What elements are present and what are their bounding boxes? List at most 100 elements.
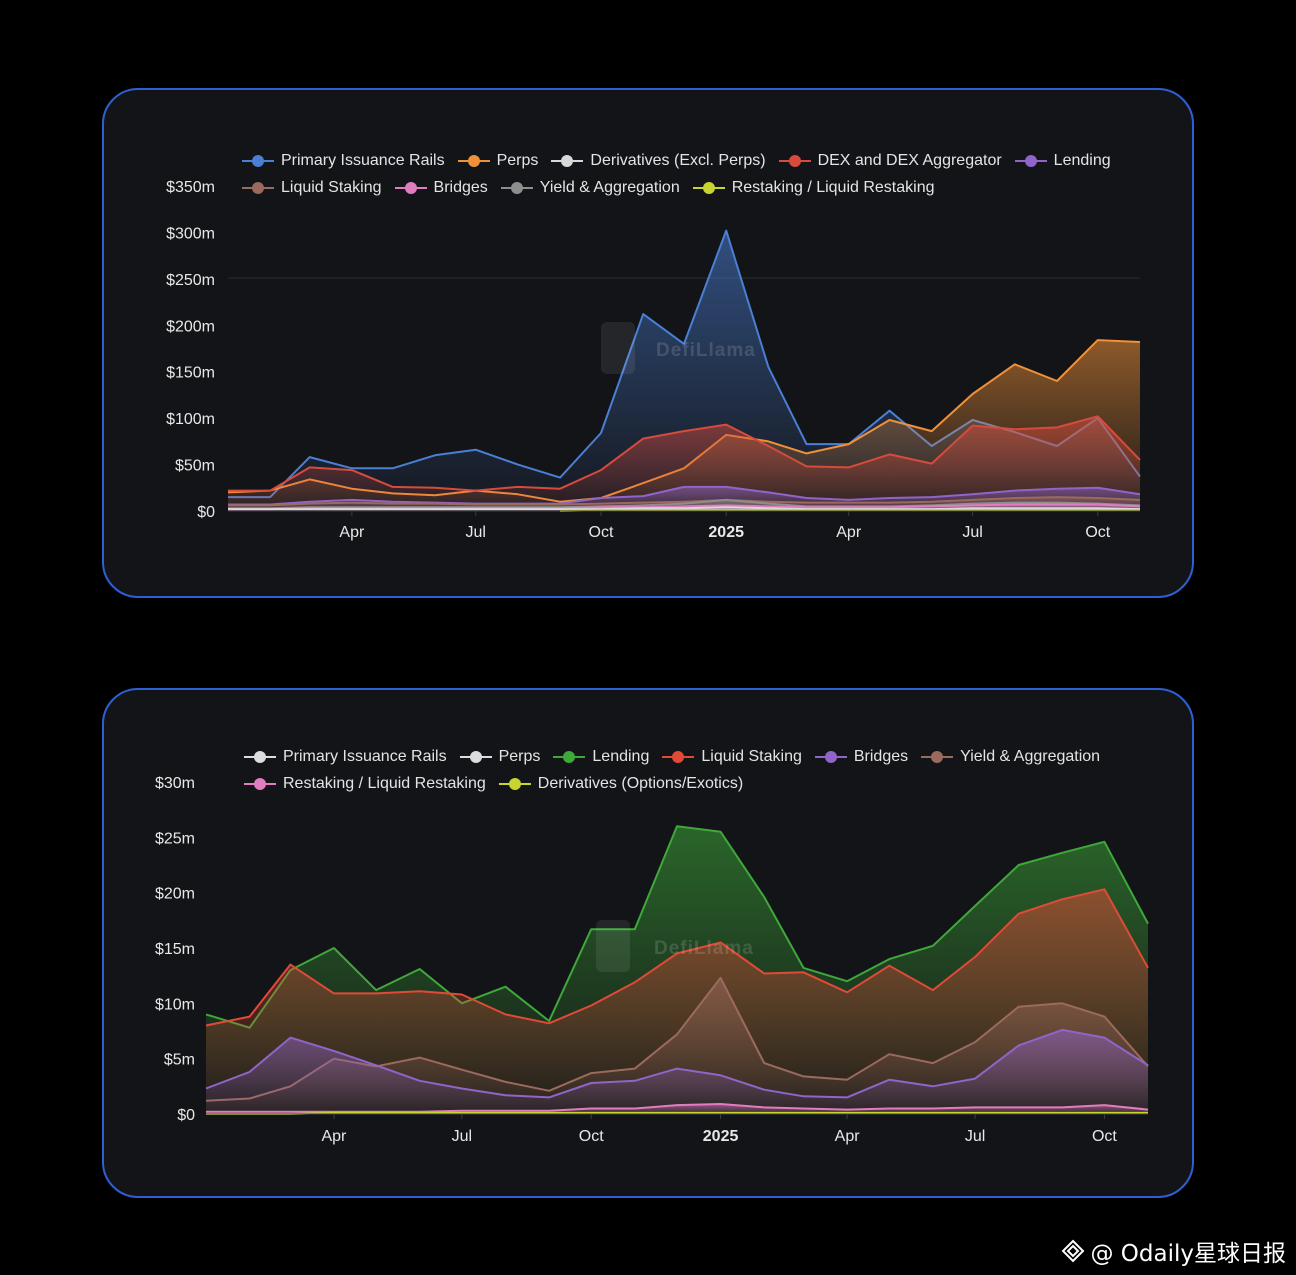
- data-point-lending[interactable]: [675, 824, 680, 829]
- data-point-derivatives-options-exotics[interactable]: [459, 1110, 464, 1115]
- data-point-liquid-staking[interactable]: [1138, 497, 1143, 502]
- data-point-yield-aggregation[interactable]: [1016, 1004, 1021, 1009]
- data-point-bridges[interactable]: [1060, 1027, 1065, 1032]
- data-point-yield-aggregation[interactable]: [503, 1079, 508, 1084]
- data-point-liquid-staking[interactable]: [632, 980, 637, 985]
- data-point-bridges[interactable]: [288, 1035, 293, 1040]
- data-point-primary-issuance-rails[interactable]: [599, 431, 604, 436]
- data-point-lending[interactable]: [1095, 485, 1100, 490]
- series-line-liquid-staking[interactable]: [228, 496, 1141, 507]
- data-point-restaking-liquid-restaking[interactable]: [682, 508, 687, 513]
- data-point-bridges[interactable]: [675, 1066, 680, 1071]
- data-point-restaking-liquid-restaking[interactable]: [632, 1106, 637, 1111]
- data-point-dex-and-dex-aggregator[interactable]: [641, 436, 646, 441]
- data-point-liquid-staking[interactable]: [1146, 965, 1151, 970]
- data-point-derivatives-options-exotics[interactable]: [331, 1110, 336, 1115]
- data-point-dex-and-dex-aggregator[interactable]: [846, 465, 851, 470]
- data-point-lending[interactable]: [589, 927, 594, 932]
- data-point-primary-issuance-rails[interactable]: [307, 455, 312, 460]
- data-point-lending[interactable]: [1016, 863, 1021, 868]
- data-point-lending[interactable]: [1102, 839, 1107, 844]
- data-point-bridges[interactable]: [247, 1069, 252, 1074]
- data-point-liquid-staking[interactable]: [459, 992, 464, 997]
- data-point-liquid-staking[interactable]: [589, 1003, 594, 1008]
- data-point-dex-and-dex-aggregator[interactable]: [887, 452, 892, 457]
- data-point-perps[interactable]: [970, 392, 975, 397]
- data-point-lending[interactable]: [887, 957, 892, 962]
- data-point-perps[interactable]: [1138, 340, 1143, 345]
- data-point-yield-aggregation[interactable]: [845, 1077, 850, 1082]
- series-line-bridges[interactable]: [205, 1028, 1149, 1099]
- legend-item-lending[interactable]: Lending: [1014, 152, 1111, 170]
- data-point-yield-aggregation[interactable]: [762, 1061, 767, 1066]
- data-point-dex-and-dex-aggregator[interactable]: [390, 484, 395, 489]
- data-point-derivatives-options-exotics[interactable]: [845, 1110, 850, 1115]
- data-point-restaking-liquid-restaking[interactable]: [724, 508, 729, 513]
- data-point-restaking-liquid-restaking[interactable]: [762, 1105, 767, 1110]
- data-point-liquid-staking[interactable]: [1016, 911, 1021, 916]
- data-point-derivatives-options-exotics[interactable]: [762, 1110, 767, 1115]
- data-point-lending[interactable]: [1012, 488, 1017, 493]
- legend-item-derivatives-excl-perps[interactable]: Derivatives (Excl. Perps): [551, 152, 766, 170]
- data-point-perps[interactable]: [929, 429, 934, 434]
- data-point-bridges[interactable]: [459, 1086, 464, 1091]
- data-point-perps[interactable]: [1095, 338, 1100, 343]
- legend-item-primary-issuance-rails[interactable]: Primary Issuance Rails: [244, 748, 447, 766]
- series-line-lending[interactable]: [228, 485, 1141, 506]
- data-point-lending[interactable]: [724, 484, 729, 489]
- data-point-dex-and-dex-aggregator[interactable]: [970, 423, 975, 428]
- data-point-yield-aggregation[interactable]: [718, 975, 723, 980]
- data-point-primary-issuance-rails[interactable]: [515, 462, 520, 467]
- data-point-lending[interactable]: [804, 496, 809, 501]
- data-point-restaking-liquid-restaking[interactable]: [973, 1105, 978, 1110]
- legend-item-dex-and-dex-aggregator[interactable]: DEX and DEX Aggregator: [778, 152, 1002, 170]
- data-point-dex-and-dex-aggregator[interactable]: [682, 429, 687, 434]
- data-point-primary-issuance-rails[interactable]: [432, 453, 437, 458]
- data-point-lending[interactable]: [417, 967, 422, 972]
- data-point-primary-issuance-rails[interactable]: [558, 475, 563, 480]
- series-line-restaking-liquid-restaking[interactable]: [206, 1103, 1149, 1113]
- data-point-yield-aggregation[interactable]: [930, 1061, 935, 1066]
- data-point-bridges[interactable]: [762, 1087, 767, 1092]
- data-point-lending[interactable]: [845, 979, 850, 984]
- data-point-bridges[interactable]: [801, 1094, 806, 1099]
- data-point-lending[interactable]: [641, 494, 646, 499]
- data-point-dex-and-dex-aggregator[interactable]: [1012, 427, 1017, 432]
- data-point-lending[interactable]: [887, 496, 892, 501]
- data-point-liquid-staking[interactable]: [247, 1014, 252, 1019]
- data-point-restaking-liquid-restaking[interactable]: [846, 508, 851, 513]
- data-point-lending[interactable]: [682, 484, 687, 489]
- data-point-yield-aggregation[interactable]: [724, 497, 729, 502]
- data-point-liquid-staking[interactable]: [1060, 897, 1065, 902]
- series-line-restaking-liquid-restaking[interactable]: [560, 509, 1140, 512]
- data-point-bridges[interactable]: [589, 1081, 594, 1086]
- data-point-liquid-staking[interactable]: [503, 1012, 508, 1017]
- data-point-restaking-liquid-restaking[interactable]: [1055, 508, 1060, 513]
- data-point-bridges[interactable]: [1016, 1043, 1021, 1048]
- data-point-bridges[interactable]: [374, 1063, 379, 1068]
- data-point-yield-aggregation[interactable]: [459, 1067, 464, 1072]
- data-point-dex-and-dex-aggregator[interactable]: [1055, 425, 1060, 430]
- data-point-restaking-liquid-restaking[interactable]: [1016, 1105, 1021, 1110]
- legend-item-primary-issuance-rails[interactable]: Primary Issuance Rails: [242, 152, 445, 170]
- data-point-liquid-staking[interactable]: [331, 991, 336, 996]
- data-point-derivatives-options-exotics[interactable]: [374, 1110, 379, 1115]
- data-point-lending[interactable]: [970, 492, 975, 497]
- data-point-lending[interactable]: [204, 1012, 209, 1017]
- data-point-bridges[interactable]: [930, 1084, 935, 1089]
- data-point-restaking-liquid-restaking[interactable]: [589, 1106, 594, 1111]
- data-point-dex-and-dex-aggregator[interactable]: [1095, 414, 1100, 419]
- data-point-restaking-liquid-restaking[interactable]: [641, 508, 646, 513]
- data-point-lending[interactable]: [766, 490, 771, 495]
- data-point-liquid-staking[interactable]: [417, 989, 422, 994]
- data-point-bridges[interactable]: [204, 1086, 209, 1091]
- data-point-yield-aggregation[interactable]: [632, 1066, 637, 1071]
- legend-item-restaking-liquid-restaking[interactable]: Restaking / Liquid Restaking: [244, 775, 486, 793]
- data-point-lending[interactable]: [503, 984, 508, 989]
- data-point-derivatives-options-exotics[interactable]: [503, 1110, 508, 1115]
- data-point-lending[interactable]: [973, 903, 978, 908]
- data-point-derivatives-options-exotics[interactable]: [801, 1110, 806, 1115]
- data-point-restaking-liquid-restaking[interactable]: [804, 508, 809, 513]
- data-point-primary-issuance-rails[interactable]: [641, 312, 646, 317]
- data-point-dex-and-dex-aggregator[interactable]: [724, 422, 729, 427]
